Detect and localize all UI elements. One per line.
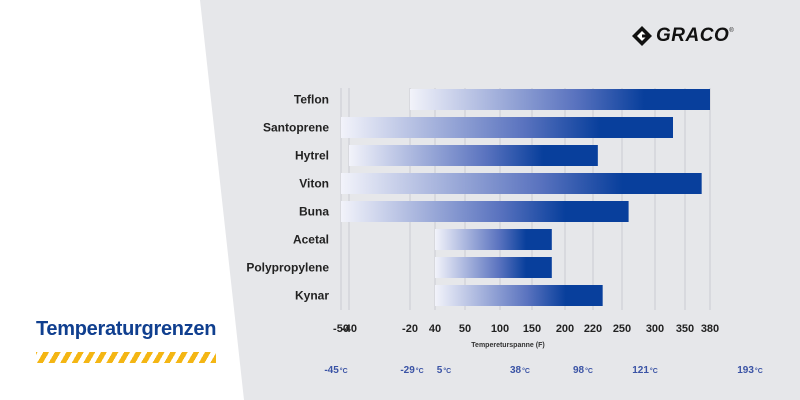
category-label: Acetal xyxy=(293,233,329,247)
registered-mark: ® xyxy=(729,28,734,34)
bar-acetal xyxy=(435,229,552,250)
category-label: Teflon xyxy=(294,93,329,107)
bar-kynar xyxy=(435,285,603,306)
bar-polypropylene xyxy=(435,257,552,278)
graco-logo-icon xyxy=(632,26,652,46)
celsius-tick-label: 121°C xyxy=(632,365,658,376)
bar-santoprene xyxy=(341,117,673,138)
category-label: Buna xyxy=(299,205,329,219)
bar-hytrel xyxy=(349,145,598,166)
x-tick-label: 250 xyxy=(613,323,631,335)
x-tick-label: 350 xyxy=(676,323,694,335)
x-tick-label: 40 xyxy=(429,323,441,335)
x-tick-label: -20 xyxy=(402,323,418,335)
category-label: Santoprene xyxy=(263,121,329,135)
category-label: Hytrel xyxy=(295,149,329,163)
white-panel xyxy=(0,0,244,400)
celsius-tick-label: -29°C xyxy=(400,365,423,376)
x-tick-label: -50 xyxy=(333,323,349,335)
x-tick-label: 300 xyxy=(646,323,664,335)
celsius-tick-label: 193°C xyxy=(737,365,763,376)
category-label: Kynar xyxy=(295,289,329,303)
x-tick-label: 150 xyxy=(523,323,541,335)
x-tick-label: 380 xyxy=(701,323,719,335)
bar-viton xyxy=(341,173,702,194)
celsius-tick-label: -45°C xyxy=(324,365,347,376)
graco-logo: GRACO ® xyxy=(632,24,734,48)
graco-logo-text: GRACO xyxy=(656,25,730,46)
celsius-tick-label: 98°C xyxy=(573,365,593,376)
category-label: Polypropylene xyxy=(246,261,329,275)
celsius-tick-label: 5°C xyxy=(437,365,451,376)
x-tick-label: 200 xyxy=(556,323,574,335)
x-tick-label: 220 xyxy=(584,323,602,335)
celsius-tick-label: 38°C xyxy=(510,365,530,376)
x-tick-label: 50 xyxy=(459,323,471,335)
bar-buna xyxy=(341,201,629,222)
x-axis-label: Tempereturspanne (F) xyxy=(471,342,544,349)
category-label: Viton xyxy=(299,177,329,191)
bar-teflon xyxy=(410,89,710,110)
x-tick-label: 100 xyxy=(491,323,509,335)
hazard-stripes xyxy=(36,352,216,363)
page-title: Temperaturgrenzen xyxy=(36,318,217,340)
x-tick-label: -40 xyxy=(341,323,357,335)
